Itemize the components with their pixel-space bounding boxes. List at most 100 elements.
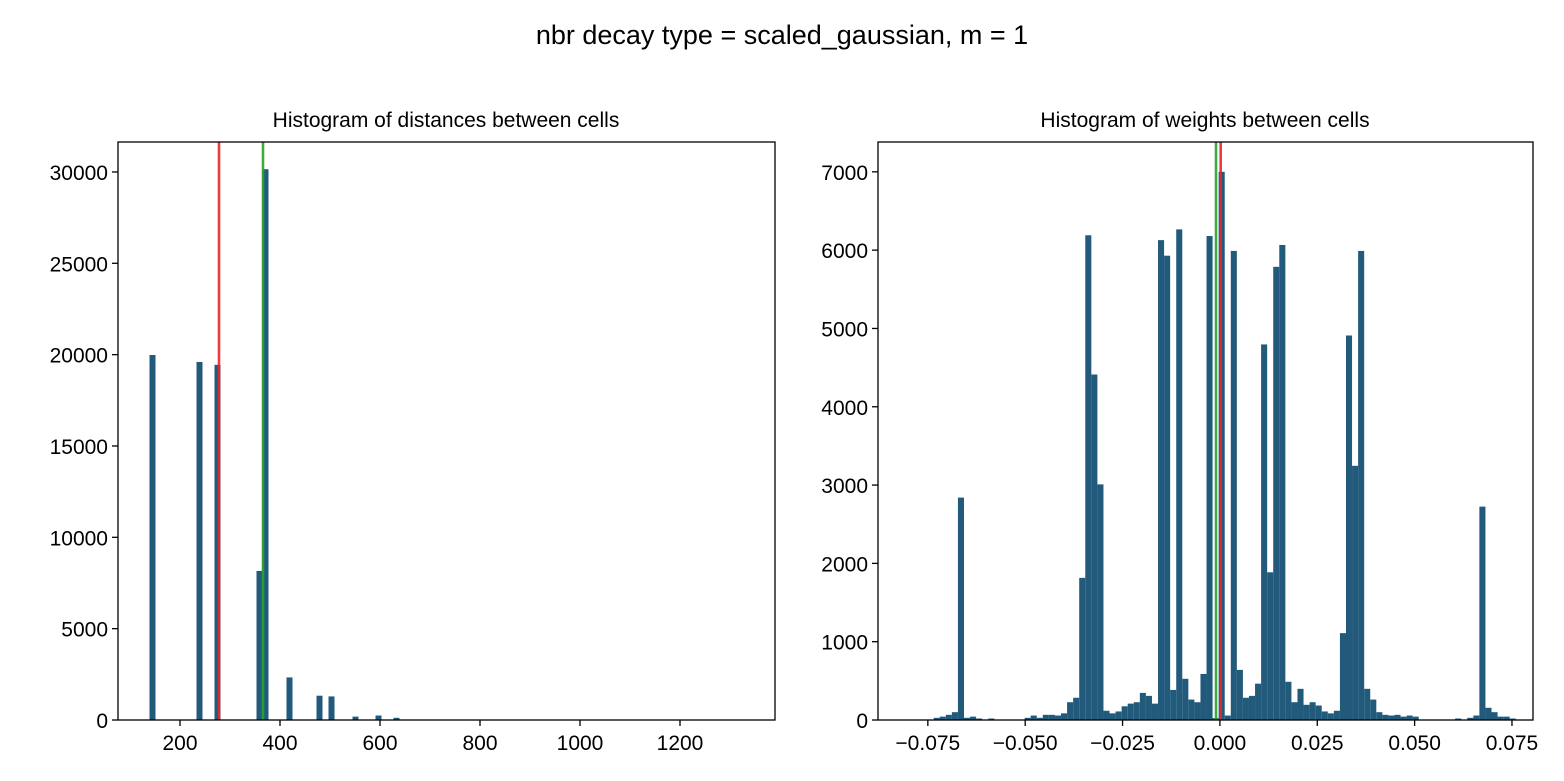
histogram-bar <box>286 677 293 720</box>
histogram-bar <box>1176 229 1183 720</box>
histogram-bar <box>1127 703 1134 720</box>
histogram-bar <box>1321 711 1328 720</box>
histogram-bar <box>1085 235 1092 720</box>
histogram-bar <box>1109 713 1116 720</box>
histogram-bar <box>933 717 940 720</box>
histogram-bar <box>1382 714 1389 720</box>
histogram-bar <box>1261 344 1268 720</box>
x-tick-label: −0.025 <box>1090 732 1155 755</box>
x-tick-label: 200 <box>162 732 197 755</box>
y-tick-label: 20000 <box>50 345 108 368</box>
histogram-bar <box>149 355 156 720</box>
x-tick-label: 600 <box>362 732 397 755</box>
y-tick-label: 10000 <box>50 527 108 550</box>
x-tick-label: 800 <box>462 732 497 755</box>
x-tick-label: 1000 <box>557 732 604 755</box>
histogram-bar <box>1273 266 1280 720</box>
histogram-bar <box>1345 335 1353 720</box>
histogram-bar <box>375 715 382 720</box>
histogram-bar <box>1267 572 1274 720</box>
histogram-bar <box>1467 717 1474 720</box>
histogram-bar <box>1036 717 1043 720</box>
histogram-bar <box>1224 715 1231 720</box>
histogram-bar <box>1145 695 1152 720</box>
histogram-bar <box>1339 633 1346 720</box>
x-tick-label: 1200 <box>657 732 704 755</box>
y-tick-label: 5000 <box>821 318 868 341</box>
x-tick-label: 0.025 <box>1291 732 1344 755</box>
histogram-bar <box>1230 250 1237 721</box>
distances-histogram: Histogram of distances between cells 200… <box>50 109 776 755</box>
histogram-bar <box>1170 689 1177 720</box>
histogram-bar <box>1073 697 1080 720</box>
histogram-bar <box>328 696 335 720</box>
axes-frame <box>117 141 776 721</box>
histogram-bar <box>1291 702 1298 720</box>
histogram-bar <box>1061 713 1068 720</box>
histogram-bar <box>1182 678 1189 720</box>
figure-title: nbr decay type = scaled_gaussian, m = 1 <box>536 20 1028 50</box>
histogram-bar <box>951 712 958 720</box>
histogram-bar <box>1364 688 1371 720</box>
histogram-bar <box>957 497 965 720</box>
histogram-bar <box>1303 704 1310 720</box>
histogram-bar <box>1067 702 1074 720</box>
histogram-bar <box>1370 699 1377 720</box>
histogram-bar <box>1503 716 1510 720</box>
histogram-bar <box>1473 715 1480 720</box>
histogram-bar <box>939 716 946 720</box>
histogram-bar <box>1491 712 1498 720</box>
histogram-bar <box>988 718 995 720</box>
x-tick-label: 400 <box>262 732 297 755</box>
y-tick-label: 6000 <box>821 240 868 263</box>
histogram-bar <box>1412 716 1419 720</box>
histogram-bar <box>1388 715 1395 720</box>
histogram-bar <box>1315 705 1322 720</box>
histogram-bar <box>262 169 269 720</box>
histogram-bar <box>1206 236 1213 720</box>
histogram-bar <box>1151 703 1159 720</box>
histogram-bar <box>1024 717 1031 720</box>
histogram-bar <box>352 716 359 720</box>
histogram-bar <box>1327 713 1334 720</box>
histogram-bar <box>316 695 323 720</box>
histogram-bar <box>1297 688 1304 720</box>
histogram-bar <box>393 717 400 720</box>
weights-histogram: Histogram of weights between cells −0.07… <box>821 109 1538 755</box>
histogram-bar <box>976 718 983 720</box>
histogram-bar <box>1333 710 1340 720</box>
y-tick-label: 30000 <box>50 162 108 185</box>
histogram-bar <box>1285 681 1292 720</box>
weights-histogram-title: Histogram of weights between cells <box>1040 109 1369 132</box>
histogram-bar <box>1358 250 1365 721</box>
histogram-bar <box>1097 484 1104 720</box>
histogram-bar <box>1255 683 1262 720</box>
histogram-bar <box>1279 244 1286 720</box>
x-tick-label: −0.050 <box>993 732 1058 755</box>
histogram-bar <box>256 570 263 720</box>
histogram-bar <box>1042 714 1049 720</box>
histogram-bar <box>1455 718 1462 720</box>
histogram-bar <box>1509 718 1516 720</box>
y-tick-label: 5000 <box>61 619 108 642</box>
y-tick-label: 4000 <box>821 397 868 420</box>
histogram-bar <box>214 364 221 720</box>
y-tick-label: 25000 <box>50 253 108 276</box>
y-tick-label: 7000 <box>821 162 868 185</box>
histogram-bar <box>964 717 971 720</box>
histogram-bar <box>1121 706 1128 720</box>
histogram-bar <box>1030 715 1037 720</box>
histogram-bar <box>1200 673 1207 720</box>
histogram-bar <box>1133 702 1140 720</box>
histogram-bar <box>1054 715 1062 720</box>
histogram-bar <box>1079 577 1086 720</box>
histogram-bar <box>1139 692 1146 720</box>
histogram-bar <box>1400 716 1407 720</box>
histogram-bar <box>1048 714 1055 720</box>
histogram-bar <box>1103 710 1110 720</box>
y-tick-label: 0 <box>96 710 108 733</box>
histogram-bar <box>1188 699 1195 720</box>
y-tick-label: 0 <box>856 710 868 733</box>
histogram-bar <box>1194 702 1201 720</box>
